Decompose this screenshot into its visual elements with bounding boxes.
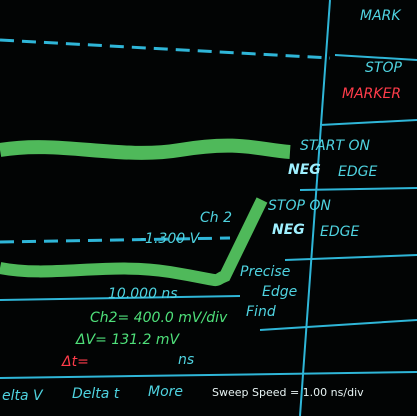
- marker-line: [0, 38, 331, 60]
- menu-frame: [259, 0, 417, 416]
- delta-t-unit: ns: [178, 352, 194, 368]
- softkey[interactable]: Delta t: [72, 386, 120, 402]
- menu-label[interactable]: EDGE: [320, 224, 359, 240]
- status-line: Sweep Speed = 1.00 ns/div: [212, 386, 364, 399]
- menu-label: MARKER: [342, 86, 401, 102]
- waveform: [0, 197, 268, 287]
- menu-label[interactable]: START ON: [300, 138, 370, 154]
- menu-label[interactable]: Find: [246, 304, 276, 320]
- menu-label[interactable]: Edge: [262, 284, 297, 300]
- menu-label[interactable]: STOP ON: [268, 198, 331, 214]
- menu-title: MARK: [360, 8, 402, 24]
- channel-label: Ch 2: [200, 210, 232, 226]
- menu-option[interactable]: NEG: [272, 222, 305, 238]
- level-label: -1.300 V: [140, 231, 201, 247]
- menu-option[interactable]: NEG: [288, 162, 321, 178]
- scale-readout: Ch2= 400.0 mV/div: [90, 310, 228, 326]
- softkey[interactable]: elta V: [2, 388, 44, 404]
- menu-label: STOP: [365, 60, 402, 76]
- baseline: [0, 295, 241, 301]
- menu-label[interactable]: EDGE: [338, 164, 377, 180]
- delta-v-readout: ΔV= 131.2 mV: [75, 332, 181, 348]
- time-label: 10.000 ns: [108, 286, 178, 302]
- softkey[interactable]: More: [148, 384, 183, 400]
- softkey-border: [0, 371, 417, 379]
- marker-line: [0, 236, 231, 244]
- waveform: [0, 138, 291, 160]
- menu-label[interactable]: Precise: [240, 264, 290, 280]
- delta-t-readout: Δt=: [61, 354, 89, 370]
